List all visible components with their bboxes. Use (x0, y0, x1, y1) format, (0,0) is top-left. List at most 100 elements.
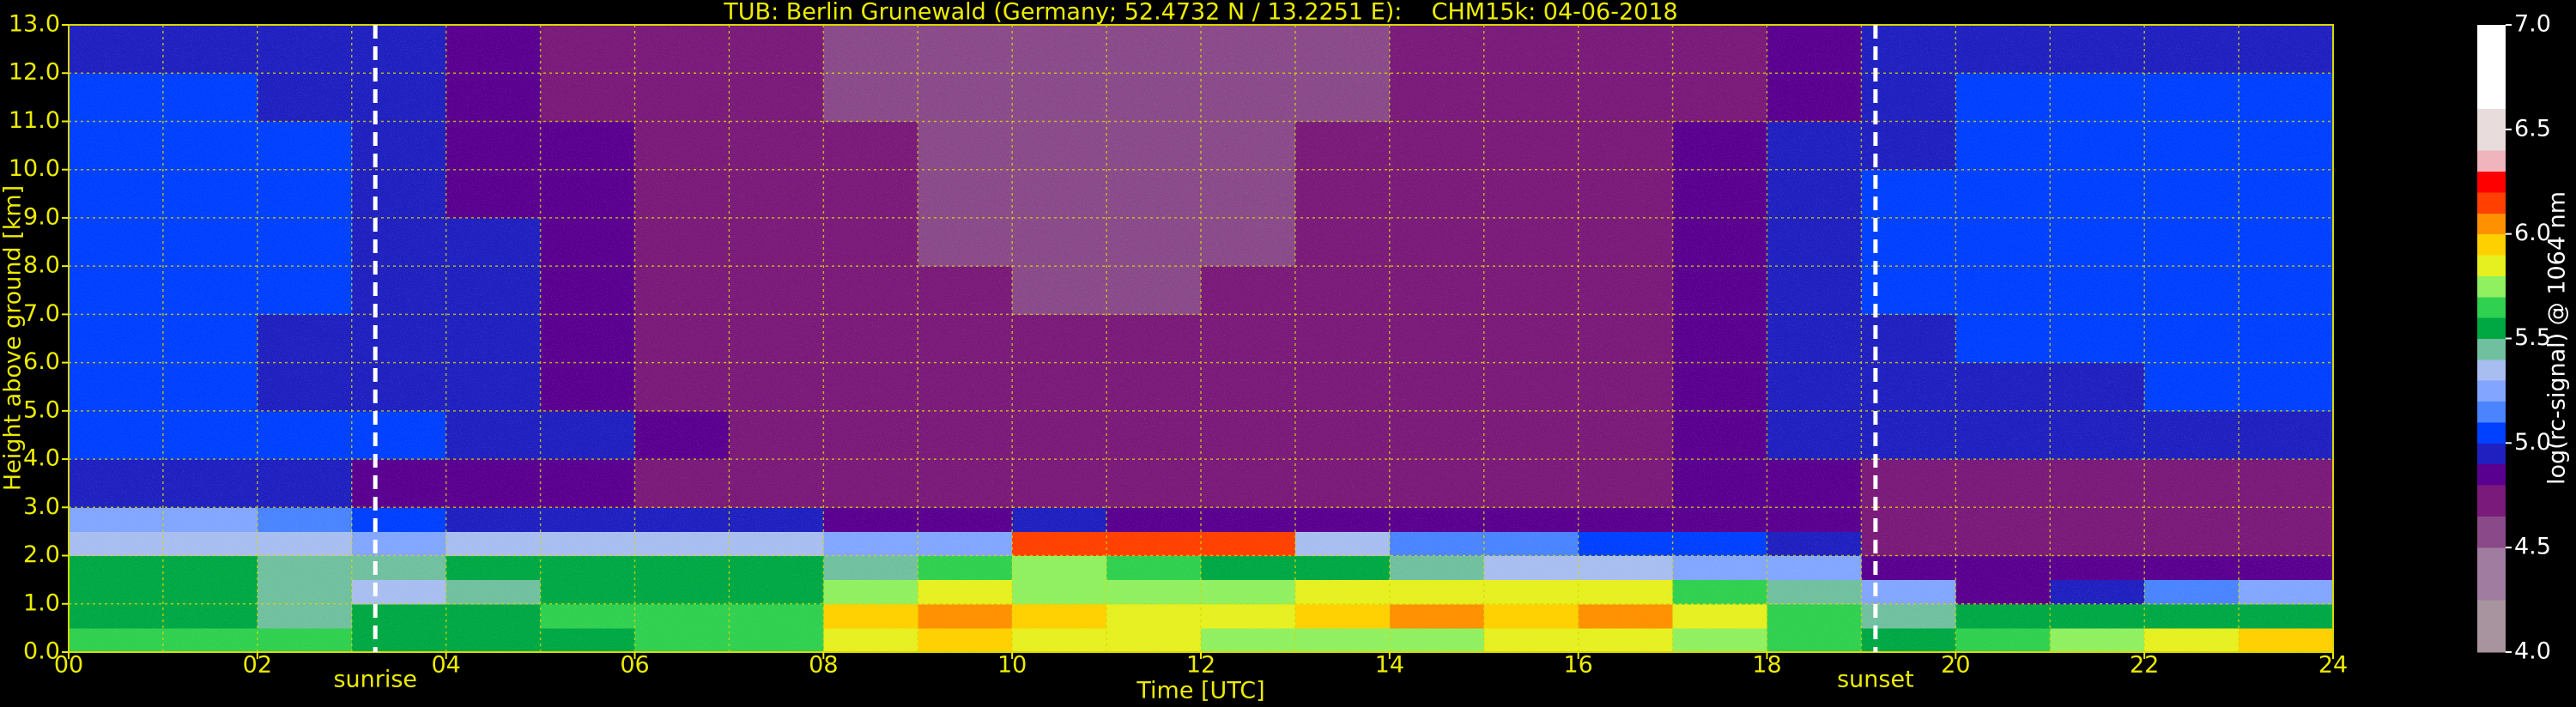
heat-cell (540, 73, 635, 122)
heat-cell (1294, 627, 1391, 653)
heat-cell (634, 579, 730, 605)
heat-cell (162, 169, 258, 219)
heat-cell (257, 73, 353, 122)
heat-cell (918, 121, 1013, 171)
heat-cell (1389, 25, 1485, 74)
colorbar-segment (2477, 485, 2506, 517)
heat-cell (540, 362, 635, 412)
heat-cell (634, 121, 730, 171)
heat-cell (2050, 531, 2145, 557)
heat-cell (351, 627, 447, 653)
x-tick-label: 18 (1752, 652, 1781, 679)
annotation-label: sunrise (333, 667, 417, 693)
heat-cell (351, 25, 447, 74)
heat-cell (1767, 459, 1862, 508)
heat-cell (257, 121, 353, 171)
heat-cell (729, 121, 824, 171)
heat-cell (1012, 579, 1107, 605)
heat-cell (918, 507, 1013, 532)
colorbar-tick-label: 6.0 (2514, 220, 2551, 246)
heat-cell (162, 410, 258, 460)
heat-cell (69, 507, 164, 532)
heat-cell (1012, 507, 1107, 532)
heat-cell (729, 459, 824, 508)
colorbar-segment (2477, 108, 2506, 151)
heat-cell (540, 266, 635, 315)
heat-cell (634, 73, 730, 122)
heat-cell (729, 579, 824, 605)
heat-cell (1106, 169, 1202, 219)
heat-cell (162, 603, 258, 629)
heat-cell (1201, 266, 1296, 315)
heat-cell (1767, 25, 1862, 74)
colorbar-segment (2477, 25, 2506, 109)
heat-cell (729, 217, 824, 267)
heat-cell (2144, 217, 2240, 267)
heat-cell (1955, 362, 2051, 412)
heat-cell (1012, 627, 1107, 653)
heat-cell (1294, 169, 1391, 219)
heat-cell (634, 555, 730, 581)
heat-cell (729, 73, 824, 122)
heat-cell (2239, 579, 2334, 605)
heat-cell (69, 579, 164, 605)
heat-cell (634, 627, 730, 653)
heat-cell (2239, 507, 2334, 532)
heat-cell (2050, 25, 2145, 74)
heat-cell (1578, 459, 1674, 508)
heat-cell (162, 555, 258, 581)
heat-cell (1201, 459, 1296, 508)
heat-cell (69, 603, 164, 629)
heat-cell (445, 121, 542, 171)
heat-cell (257, 603, 353, 629)
heat-cell (1578, 121, 1674, 171)
heat-cell (918, 217, 1013, 267)
heat-cell (162, 121, 258, 171)
heat-cell (918, 555, 1013, 581)
heat-cell (1106, 73, 1202, 122)
heat-cell (823, 507, 918, 532)
heat-cell (1294, 555, 1391, 581)
heat-cell (823, 627, 918, 653)
heat-cell (729, 555, 824, 581)
heat-cell (1201, 121, 1296, 171)
heat-cell (1201, 25, 1296, 74)
heat-cell (1955, 603, 2051, 629)
heat-cell (540, 459, 635, 508)
heat-cell (1106, 314, 1202, 364)
heat-cell (1294, 314, 1391, 364)
heat-cell (257, 169, 353, 219)
heat-cell (1672, 73, 1767, 122)
heat-cell (2144, 266, 2240, 315)
heat-cell (1955, 266, 2051, 315)
heat-cell (2239, 121, 2334, 171)
heat-cell (1389, 121, 1485, 171)
heat-cell (162, 217, 258, 267)
colorbar-tick-label: 5.0 (2514, 429, 2551, 456)
heat-cell (351, 362, 447, 412)
heat-cell (2239, 217, 2334, 267)
heat-cell (445, 217, 542, 267)
heat-cell (2144, 627, 2240, 653)
heat-cell (69, 531, 164, 557)
heat-cell (823, 459, 918, 508)
heat-cell (2050, 555, 2145, 581)
colorbar-segment (2477, 171, 2506, 193)
heat-cell (1106, 266, 1202, 315)
heat-cell (1955, 73, 2051, 122)
heat-cell (540, 555, 635, 581)
heat-cell (257, 627, 353, 653)
heat-cell (729, 531, 824, 557)
heat-cell (2239, 25, 2334, 74)
colorbar-segment (2477, 359, 2506, 381)
heat-cell (1389, 73, 1485, 122)
heat-cell (918, 73, 1013, 122)
colorbar-tick-label: 4.5 (2514, 534, 2551, 560)
heat-cell (729, 266, 824, 315)
x-tick-label: 16 (1563, 652, 1592, 679)
heat-cell (2144, 579, 2240, 605)
heat-cell (1767, 531, 1862, 557)
heat-cell (1672, 459, 1767, 508)
heat-cell (1767, 410, 1862, 460)
